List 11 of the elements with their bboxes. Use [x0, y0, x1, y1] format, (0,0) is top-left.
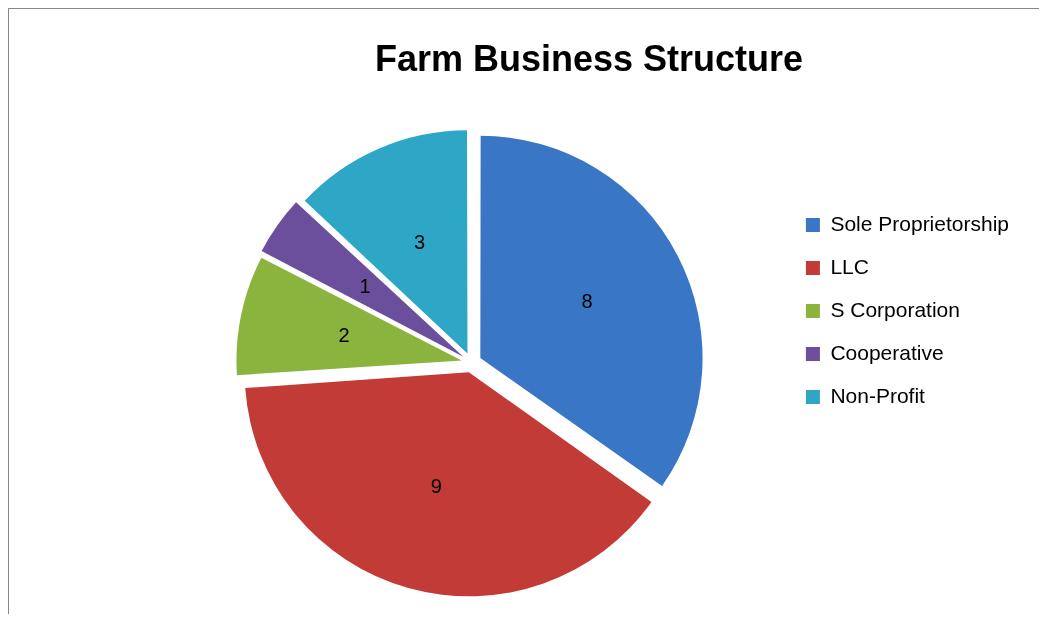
legend-label: LLC [830, 254, 869, 278]
legend-label: Non-Profit [830, 383, 926, 407]
data-label: 8 [581, 290, 593, 313]
data-label: 9 [430, 475, 442, 498]
data-label: 2 [338, 323, 350, 346]
legend-label: Cooperative [830, 340, 944, 364]
data-label: 3 [414, 230, 426, 253]
chart-title: Farm Business Structure [374, 37, 804, 79]
data-label: 1 [359, 275, 371, 298]
legend-label: S Corporation [830, 297, 960, 321]
legend-label: Sole Proprietorship [830, 211, 1009, 235]
